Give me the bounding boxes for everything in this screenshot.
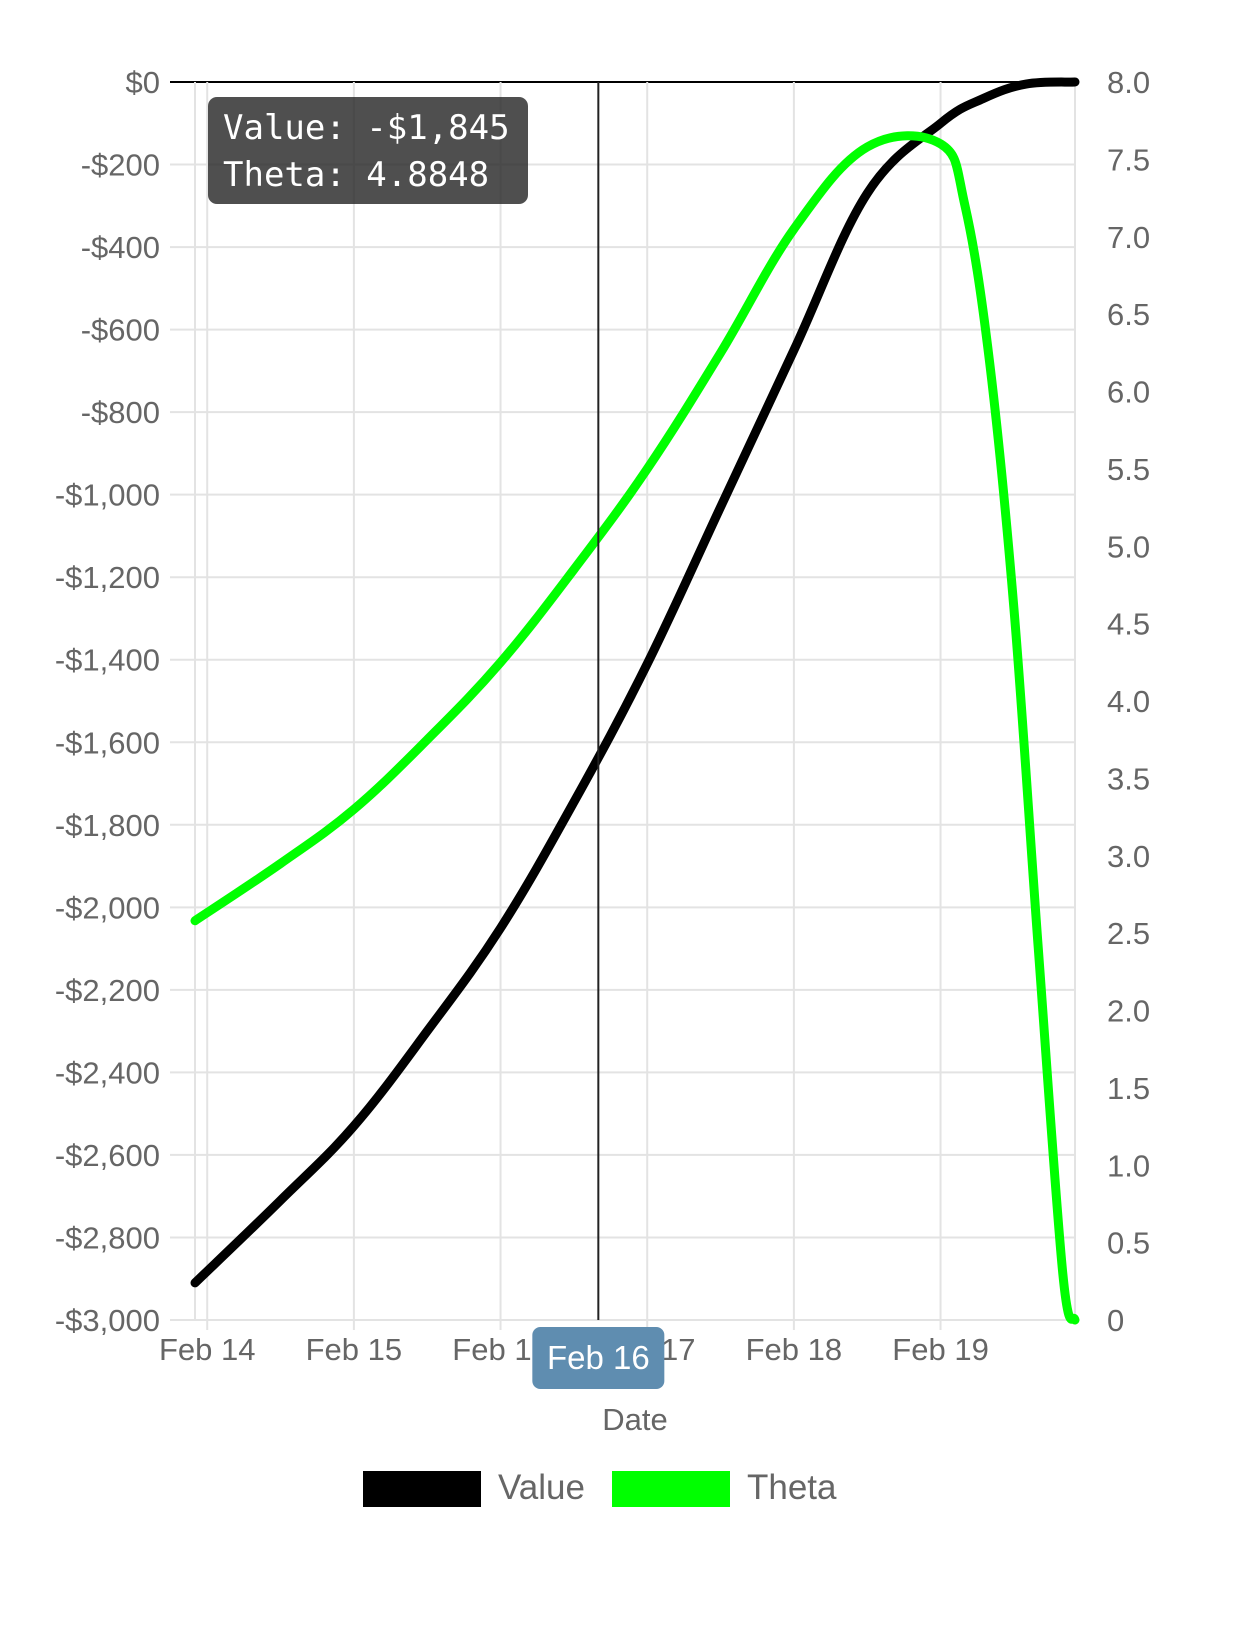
series-line-value xyxy=(190,77,1080,1288)
y-right-tick-label: 2.5 xyxy=(1107,916,1150,951)
x-axis-title: Date xyxy=(602,1402,667,1437)
x-tick-label: Feb 15 xyxy=(306,1332,403,1367)
y-right-tick-label: 0.5 xyxy=(1107,1226,1150,1261)
crosshair-date-label: Feb 16 xyxy=(547,1339,650,1376)
legend-label[interactable]: Value xyxy=(498,1468,585,1507)
y-right-tick-label: 6.5 xyxy=(1107,297,1150,332)
legend[interactable]: Value Theta xyxy=(363,1468,837,1507)
tooltip: Value: -$1,845 Theta: 4.8848 xyxy=(208,97,528,204)
y-left-tick-label: -$200 xyxy=(81,148,160,183)
crosshair-date-badge xyxy=(532,1327,665,1389)
y-right-tick-label: 3.5 xyxy=(1107,761,1150,796)
y-right-tick-label: 3.0 xyxy=(1107,839,1150,874)
y-right-tick-label: 2.0 xyxy=(1107,994,1150,1029)
y-left-tick-label: -$1,000 xyxy=(55,478,160,513)
y-left-tick-label: $0 xyxy=(126,65,160,100)
y-right-tick-label: 7.5 xyxy=(1107,142,1150,177)
crosshair: Feb 16 xyxy=(532,82,665,1389)
y-left-tick-label: -$3,000 xyxy=(55,1303,160,1338)
y-left-tick-label: -$1,600 xyxy=(55,725,160,760)
y-right-tick-label: 1.5 xyxy=(1107,1071,1150,1106)
x-tick-label: Feb 14 xyxy=(159,1332,256,1367)
y-right-tick-label: 7.0 xyxy=(1107,220,1150,255)
tooltip-theta-line: Theta: 4.8848 xyxy=(223,155,489,195)
y-left-tick-label: -$400 xyxy=(81,230,160,265)
legend-item-value[interactable]: Value xyxy=(363,1468,585,1507)
x-tick-label: Feb 19 xyxy=(892,1332,989,1367)
y-left-tick-label: -$1,200 xyxy=(55,560,160,595)
x-tick-label: Feb 18 xyxy=(746,1332,843,1367)
grid xyxy=(170,81,1076,1330)
y-left-tick-label: -$1,800 xyxy=(55,808,160,843)
y-left-tick-label: -$2,800 xyxy=(55,1220,160,1255)
legend-swatch[interactable] xyxy=(363,1471,481,1507)
legend-item-theta[interactable]: Theta xyxy=(612,1468,837,1507)
y-left-tick-label: -$2,200 xyxy=(55,973,160,1008)
legend-swatch[interactable] xyxy=(612,1471,730,1507)
series xyxy=(190,77,1080,1325)
y-right-tick-label: 4.5 xyxy=(1107,607,1150,642)
y-left-tick-label: -$2,400 xyxy=(55,1055,160,1090)
y-right-tick-label: 6.0 xyxy=(1107,375,1150,410)
tooltip-box xyxy=(208,97,528,204)
y-right-tick-label: 8.0 xyxy=(1107,65,1150,100)
y-right-tick-label: 4.0 xyxy=(1107,684,1150,719)
series-line-theta xyxy=(190,131,1080,1325)
tooltip-value-line: Value: -$1,845 xyxy=(223,108,510,148)
y-right-tick-label: 0 xyxy=(1107,1303,1124,1338)
y-left-tick-label: -$2,600 xyxy=(55,1138,160,1173)
y-right-tick-label: 5.0 xyxy=(1107,529,1150,564)
legend-label[interactable]: Theta xyxy=(747,1468,837,1507)
y-left-tick-label: -$800 xyxy=(81,395,160,430)
y-left-tick-label: -$2,000 xyxy=(55,890,160,925)
y-left-tick-label: -$1,400 xyxy=(55,643,160,678)
axes: $0 -$200 -$400 -$600 -$800 -$1,000 -$1,200 -$1,… xyxy=(55,65,1150,1437)
y-right-tick-label: 1.0 xyxy=(1107,1148,1150,1183)
y-left-tick-label: -$600 xyxy=(81,313,160,348)
y-right-tick-label: 5.5 xyxy=(1107,452,1150,487)
